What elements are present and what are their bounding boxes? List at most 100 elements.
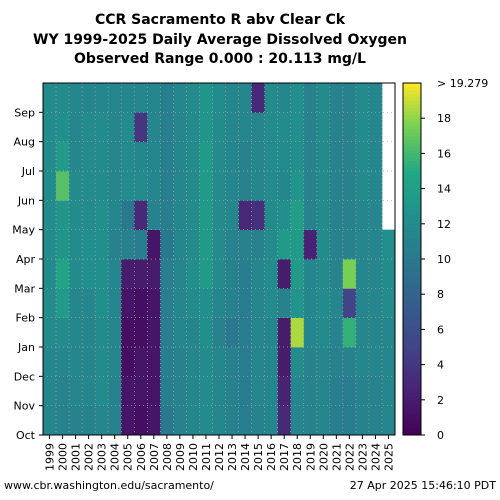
heat-cell-2002-Jun — [82, 171, 96, 201]
heat-cell-2011-Oct — [199, 405, 213, 436]
heat-cell-2015-Apr — [251, 229, 266, 260]
heat-cell-2013-Dec — [225, 347, 239, 377]
heat-cell-2005-Apr — [121, 229, 135, 260]
heat-cell-2005-Nov — [121, 376, 135, 407]
heat-cell-2000-Feb — [56, 288, 70, 319]
colorbar-segment — [403, 378, 421, 383]
x-tick-label-2002: 2002 — [83, 443, 96, 471]
heat-cell-2020-Oct — [316, 405, 331, 436]
colorbar-segment — [403, 290, 421, 295]
heat-cell-2005-Feb — [121, 288, 135, 319]
heat-cell-2004-Nov — [108, 376, 122, 407]
heat-cell-2005-Oct — [121, 405, 135, 436]
heat-cell-2013-Oct — [225, 405, 239, 436]
heat-cell-2000-May — [56, 200, 70, 231]
heat-cell-2015-Feb — [251, 288, 266, 319]
heat-cell-2017-Dec — [277, 347, 292, 377]
heat-cell-2018-Aug — [290, 112, 305, 143]
colorbar-segment — [403, 195, 421, 200]
heat-cell-2024-May — [368, 200, 383, 231]
heat-cell-2023-Nov — [355, 376, 370, 407]
heat-cell-2008-Nov — [160, 376, 174, 407]
colorbar-segment — [403, 97, 421, 102]
heat-cell-2007-Nov — [147, 376, 161, 407]
y-tick-label-Nov: Nov — [14, 400, 36, 413]
heat-cell-2022-Oct — [342, 405, 357, 436]
heat-cell-2023-Oct — [355, 405, 370, 436]
x-tick-label-2001: 2001 — [70, 443, 83, 471]
heat-cell-2024-Sep — [368, 83, 383, 113]
heat-cell-2021-Nov — [329, 376, 344, 407]
heat-cell-2001-Jan — [69, 317, 83, 348]
heat-cell-2009-Jun — [173, 171, 187, 201]
heat-cell-2005-Dec — [121, 347, 135, 377]
heat-cell-2007-Oct — [147, 405, 161, 436]
x-tick-label-2010: 2010 — [187, 443, 200, 471]
heat-cell-2019-Apr — [303, 229, 318, 260]
heat-cell-2022-Feb — [342, 288, 357, 319]
colorbar-segment — [403, 160, 421, 165]
colorbar-segment — [403, 83, 421, 88]
heat-cell-2017-Apr — [277, 229, 292, 260]
colorbar-segment — [403, 121, 421, 126]
heat-cell-2009-Dec — [173, 347, 187, 377]
colorbar-segment — [403, 125, 421, 130]
heat-cell-2010-Dec — [186, 347, 200, 377]
heat-cell-2016-Sep — [264, 83, 279, 113]
heat-cell-2018-Sep — [290, 83, 305, 113]
heat-cell-2016-Jan — [264, 317, 279, 348]
grid-lines — [43, 83, 395, 435]
heat-cell-2019-Sep — [303, 83, 318, 113]
heat-cell-2000-Aug — [56, 112, 70, 143]
heat-cell-2013-Apr — [225, 229, 239, 260]
colorbar-segment — [403, 350, 421, 355]
colorbar-tick-label-4: 4 — [437, 359, 444, 372]
colorbar-tick-label-18: 18 — [437, 112, 451, 125]
heat-cell-2005-Jul — [121, 141, 135, 172]
colorbar-segment — [403, 276, 421, 281]
heat-cell-2017-May — [277, 200, 292, 231]
colorbar-segment — [403, 396, 421, 401]
colorbar-segment — [403, 202, 421, 207]
heat-cell-2014-Apr — [238, 229, 252, 260]
heat-cell-2019-Jan — [303, 317, 318, 348]
colorbar-segment — [403, 304, 421, 309]
colorbar-segment — [403, 315, 421, 320]
colorbar-segment — [403, 269, 421, 274]
colorbar-segment — [403, 399, 421, 404]
heat-cell-2021-Sep — [329, 83, 344, 113]
heat-cell-2013-May — [225, 200, 239, 231]
heat-cell-2001-Oct — [69, 405, 83, 436]
heat-cell-2013-Sep — [225, 83, 239, 113]
heat-cell-2001-Mar — [69, 259, 83, 289]
x-tick-label-2021: 2021 — [330, 443, 343, 471]
heat-cell-2007-Jul — [147, 141, 161, 172]
heat-cell-2023-Jan — [355, 317, 370, 348]
colorbar-segment — [403, 375, 421, 380]
y-tick-label-Dec: Dec — [14, 370, 35, 383]
heat-cell-2013-Aug — [225, 112, 239, 143]
x-tick-label-2007: 2007 — [148, 443, 161, 471]
heat-cell-2005-Jun — [121, 171, 135, 201]
heat-cell-2014-Aug — [238, 112, 252, 143]
colorbar-segment — [403, 188, 421, 193]
colorbar-tick-label-0: 0 — [437, 429, 444, 442]
colorbar-segment — [403, 149, 421, 154]
heat-cell-2019-May — [303, 200, 318, 231]
heat-cell-2020-Apr — [316, 229, 331, 260]
heat-cell-2024-Feb — [368, 288, 383, 319]
colorbar-segment — [403, 139, 421, 144]
colorbar-segment — [403, 156, 421, 161]
chart-title-line-2: WY 1999-2025 Daily Average Dissolved Oxy… — [33, 32, 407, 48]
heat-cell-2024-Oct — [368, 405, 383, 436]
heat-cell-2010-Feb — [186, 288, 200, 319]
heat-cell-2006-Dec — [134, 347, 148, 377]
heat-cell-2004-Oct — [108, 405, 122, 436]
heat-cell-2023-Aug — [355, 112, 370, 143]
heat-cell-2010-Oct — [186, 405, 200, 436]
heat-cell-2006-Jun — [134, 171, 148, 201]
heat-cell-2016-Aug — [264, 112, 279, 143]
heat-cell-2018-Jun — [290, 171, 305, 201]
heat-cell-2008-Oct — [160, 405, 174, 436]
heat-cell-2023-May — [355, 200, 370, 231]
